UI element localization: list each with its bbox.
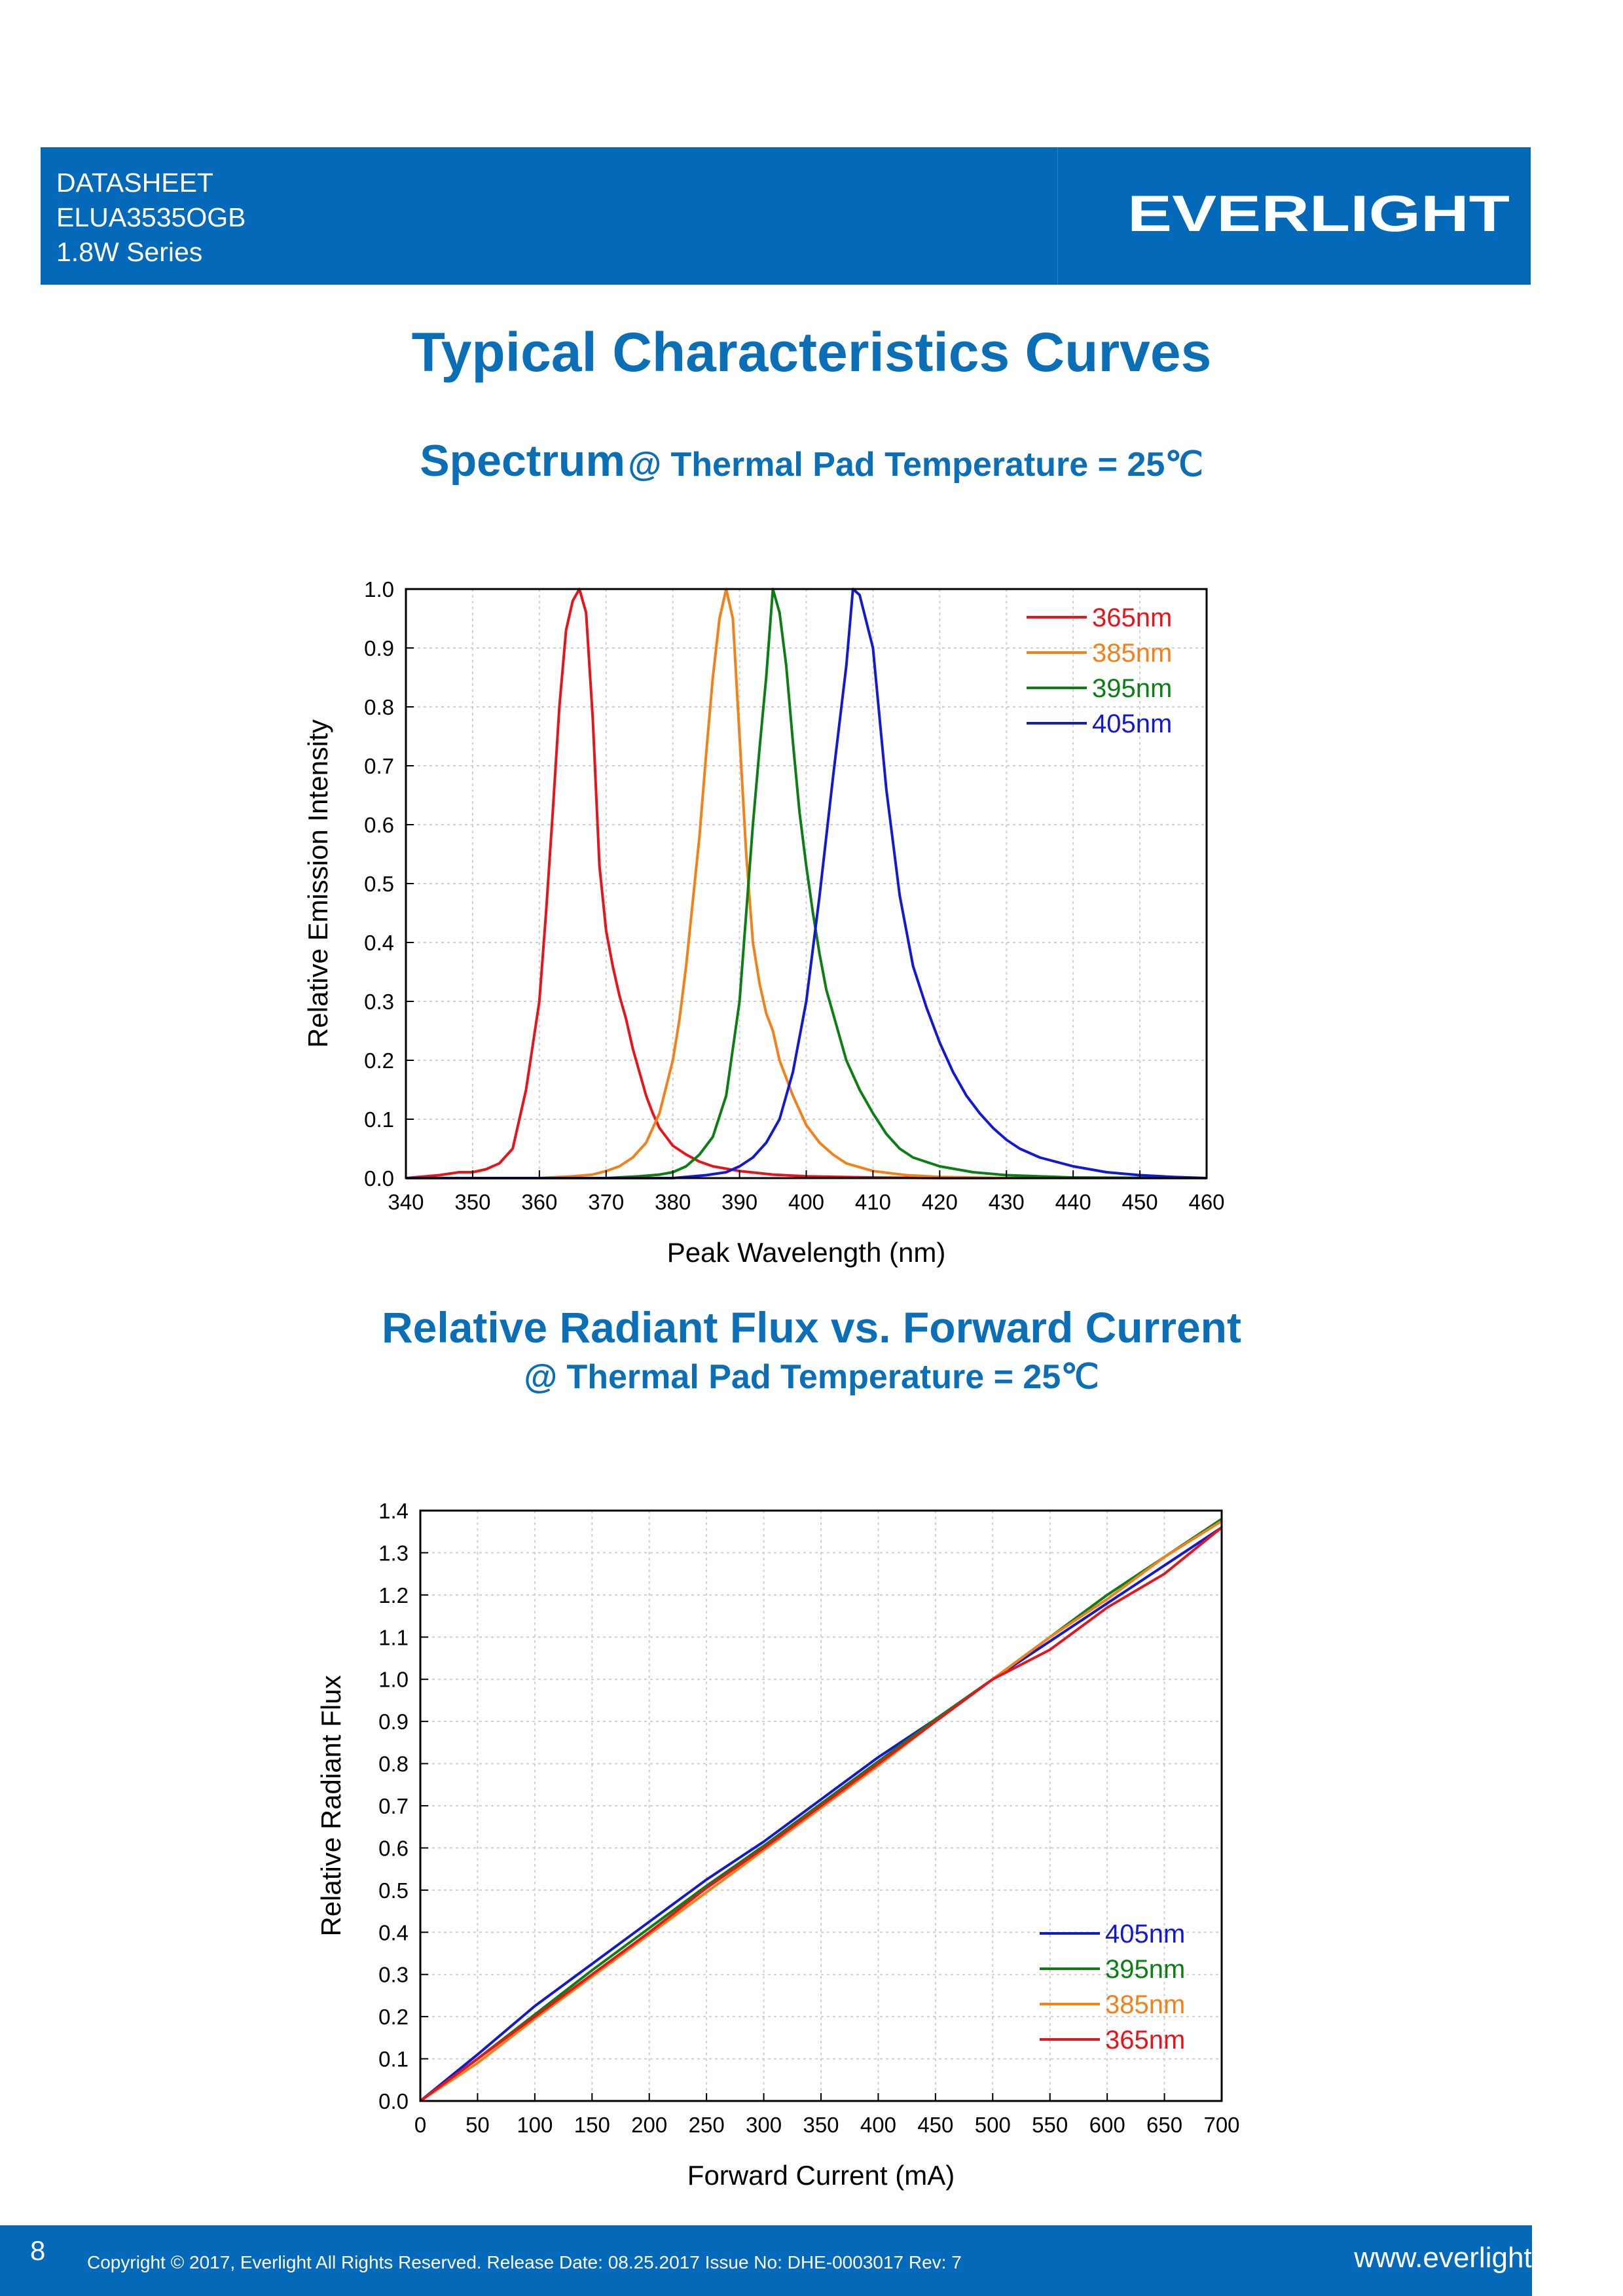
x-tick-label: 430 xyxy=(989,1190,1025,1214)
x-tick-label: 350 xyxy=(454,1190,490,1214)
y-tick-label: 1.4 xyxy=(378,1499,409,1523)
y-tick-label: 1.1 xyxy=(378,1625,409,1649)
x-tick-label: 100 xyxy=(517,2113,553,2137)
x-axis-label: Peak Wavelength (nm) xyxy=(667,1237,946,1268)
flux-chart: 0 50 100 150 200 250 300 350 400 450 500 550 600 650 7… xyxy=(316,1499,1240,2191)
x-tick-label: 390 xyxy=(721,1190,757,1214)
x-tick-label: 0 xyxy=(414,2113,426,2137)
x-tick-label: 400 xyxy=(860,2113,896,2137)
series-line-385nm xyxy=(406,588,1207,1179)
x-tick-label: 440 xyxy=(1055,1190,1091,1214)
doc-type: DATASHEET xyxy=(56,168,213,198)
y-tick-label: 0.1 xyxy=(378,2047,409,2072)
y-tick-label: 0.0 xyxy=(364,1166,394,1191)
page-footer xyxy=(0,2225,1532,2296)
x-tick-label: 400 xyxy=(788,1190,824,1214)
x-tick-label: 450 xyxy=(1122,1190,1158,1214)
x-tick-label: 300 xyxy=(746,2113,782,2137)
y-tick-label: 0.8 xyxy=(364,695,394,719)
y-tick-label: 0.4 xyxy=(364,931,394,955)
x-tick-label: 380 xyxy=(655,1190,691,1214)
legend-label: 385nm xyxy=(1092,639,1172,668)
y-tick-label: 0.8 xyxy=(378,1752,409,1776)
header-divider xyxy=(1057,147,1058,285)
series-line-365nm xyxy=(419,1526,1223,2102)
y-tick-label: 0.5 xyxy=(364,872,394,896)
legend-label: 405nm xyxy=(1092,709,1172,738)
x-tick-label: 360 xyxy=(521,1190,557,1214)
everlight-logo: EVERLIGHT xyxy=(1127,187,1510,242)
x-tick-label: 410 xyxy=(855,1190,891,1214)
spectrum-chart: 340 350 360 370 380 390 400 410 420 430 440 450 460 0… xyxy=(302,577,1225,1268)
y-tick-label: 0.1 xyxy=(364,1107,394,1132)
series-line-405nm xyxy=(419,1526,1223,2102)
datasheet-header: DATASHEET ELUA3535OGB 1.8W Series EVERLI… xyxy=(41,147,1531,285)
y-tick-label: 0.6 xyxy=(378,1836,409,1860)
series-name: 1.8W Series xyxy=(56,237,203,267)
x-tick-label: 550 xyxy=(1032,2113,1068,2137)
x-tick-label: 700 xyxy=(1203,2113,1239,2137)
y-tick-label: 1.0 xyxy=(364,577,394,601)
y-tick-label: 0.2 xyxy=(364,1049,394,1073)
page-number: 8 xyxy=(30,2235,46,2266)
x-tick-label: 420 xyxy=(922,1190,958,1214)
spectrum-heading: Spectrum @ Thermal Pad Temperature = 25℃ xyxy=(0,435,1623,486)
legend-label: 385nm xyxy=(1105,1990,1185,2019)
x-tick-label: 200 xyxy=(631,2113,667,2137)
x-tick-label: 650 xyxy=(1146,2113,1182,2137)
legend-label: 395nm xyxy=(1092,674,1172,703)
y-axis-label: Relative Emission Intensity xyxy=(302,719,333,1048)
y-tick-label: 0.2 xyxy=(378,2005,409,2029)
series-line-395nm xyxy=(406,588,1207,1179)
copyright-notice: Copyright © 2017, Everlight All Rights R… xyxy=(87,2252,962,2272)
part-number: ELUA3535OGB xyxy=(56,202,246,232)
y-tick-label: 0.3 xyxy=(364,990,394,1014)
y-tick-label: 0.3 xyxy=(378,1963,409,1987)
series-line-405nm xyxy=(406,588,1207,1179)
x-tick-label: 370 xyxy=(588,1190,624,1214)
x-tick-label: 50 xyxy=(465,2113,490,2137)
series-line-385nm xyxy=(419,1520,1223,2102)
website-link[interactable]: www.everlight.com xyxy=(1354,2242,1594,2274)
y-tick-label: 1.0 xyxy=(378,1668,409,1692)
y-tick-label: 0.0 xyxy=(378,2089,409,2113)
y-axis-label: Relative Radiant Flux xyxy=(316,1675,346,1936)
header-info: DATASHEET ELUA3535OGB 1.8W Series xyxy=(56,166,246,270)
flux-heading-main: Relative Radiant Flux vs. Forward Curren… xyxy=(382,1303,1241,1352)
y-tick-label: 0.6 xyxy=(364,813,394,837)
x-tick-label: 350 xyxy=(803,2113,839,2137)
y-tick-label: 0.4 xyxy=(378,1920,409,1945)
y-tick-label: 0.7 xyxy=(378,1794,409,1818)
x-tick-label: 340 xyxy=(388,1190,424,1214)
y-tick-label: 0.9 xyxy=(378,1710,409,1734)
flux-heading-condition: @ Thermal Pad Temperature = 25℃ xyxy=(524,1358,1099,1396)
legend-label: 365nm xyxy=(1105,2026,1185,2054)
x-tick-label: 500 xyxy=(975,2113,1011,2137)
x-axis-label: Forward Current (mA) xyxy=(687,2160,955,2191)
y-tick-label: 0.7 xyxy=(364,754,394,778)
series-line-365nm xyxy=(405,588,1207,1179)
logo-text: EVERLIGHT xyxy=(1127,187,1510,242)
series-line-395nm xyxy=(419,1518,1223,2102)
x-tick-label: 450 xyxy=(917,2113,953,2137)
page-title: Typical Characteristics Curves xyxy=(411,321,1212,383)
x-tick-label: 150 xyxy=(574,2113,610,2137)
y-tick-label: 1.3 xyxy=(378,1541,409,1565)
legend-label: 405nm xyxy=(1105,1920,1185,1948)
y-tick-label: 1.2 xyxy=(378,1583,409,1607)
legend-label: 365nm xyxy=(1092,603,1172,632)
legend-label: 395nm xyxy=(1105,1955,1185,1984)
x-tick-label: 460 xyxy=(1188,1190,1224,1214)
spectrum-heading-main: Spectrum xyxy=(420,436,625,486)
y-tick-label: 0.9 xyxy=(364,636,394,660)
x-tick-label: 600 xyxy=(1089,2113,1125,2137)
spectrum-heading-condition: @ Thermal Pad Temperature = 25℃ xyxy=(628,446,1203,484)
x-tick-label: 250 xyxy=(689,2113,725,2137)
y-tick-label: 0.5 xyxy=(378,1878,409,1903)
